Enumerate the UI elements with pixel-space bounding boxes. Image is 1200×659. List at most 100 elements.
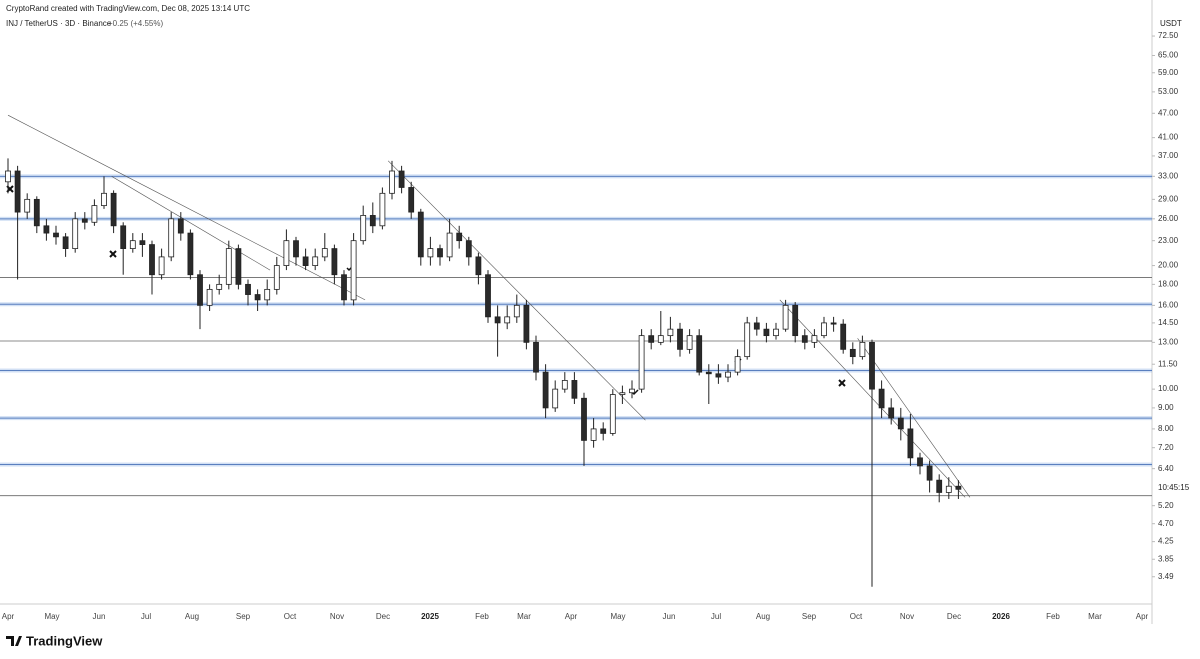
y-tick-label: 13.00: [1158, 337, 1179, 346]
y-tick-label: 59.00: [1158, 68, 1179, 77]
candle-body: [638, 335, 645, 390]
cross-marker: [6, 185, 846, 387]
candle-body: [917, 457, 923, 467]
y-tick-label: 65.00: [1158, 51, 1179, 60]
x-tick-label: 2026: [992, 612, 1010, 621]
candle-body: [936, 479, 943, 493]
candle-body: [792, 304, 799, 337]
candle-body: [206, 288, 213, 306]
candle-body: [782, 304, 789, 330]
candle-body: [72, 218, 79, 249]
x-tick-label: Feb: [475, 612, 489, 621]
candle-body: [273, 265, 280, 290]
x-tick-label: Aug: [185, 612, 199, 621]
candle-body: [494, 316, 501, 324]
y-tick-label: 20.00: [1158, 261, 1179, 270]
x-tick-label: Sep: [236, 612, 251, 621]
candle-body: [561, 380, 568, 390]
candle-body: [341, 274, 347, 301]
candle-body: [24, 198, 31, 213]
candle-body: [773, 328, 779, 337]
candle-body: [475, 256, 482, 276]
currency: USDT: [1160, 19, 1182, 28]
y-tick-label: 3.85: [1158, 554, 1174, 563]
x-tick-label: May: [44, 612, 59, 621]
candle-body: [91, 205, 98, 223]
y-tick-label: 41.00: [1158, 133, 1179, 142]
candle-body: [14, 170, 21, 213]
candle-body: [859, 341, 866, 358]
x-tick-label: Apr: [2, 612, 15, 621]
candle-body: [945, 485, 952, 493]
candle-body: [369, 215, 376, 227]
candle-body: [427, 248, 434, 258]
y-tick-label: 9.00: [1158, 403, 1174, 412]
candle-body: [878, 388, 885, 409]
candle-body: [120, 225, 127, 249]
candle-body: [302, 256, 309, 266]
y-tick-label: 6.40: [1158, 464, 1174, 473]
candle-body: [648, 335, 655, 343]
candle-body: [734, 356, 741, 373]
candle-body: [619, 392, 626, 395]
y-tick-label: 4.70: [1158, 519, 1174, 528]
y-tick-label: 37.00: [1158, 151, 1179, 160]
y-tick-label: 14.50: [1158, 318, 1179, 327]
x-tick-label: Feb: [1046, 612, 1060, 621]
candle-body: [245, 283, 251, 295]
y-tick-label: 5.20: [1158, 501, 1174, 510]
candle-body: [110, 192, 117, 227]
y-tick-label: 47.00: [1158, 108, 1179, 117]
candle-body: [926, 465, 933, 481]
y-tick-label: 29.00: [1158, 194, 1179, 203]
candle-body: [830, 322, 837, 325]
trendline: [857, 338, 971, 498]
candle-body: [379, 192, 386, 227]
candle-body: [907, 428, 914, 459]
candle-body: [5, 170, 11, 183]
candle-body: [33, 198, 40, 227]
candle-body: [129, 240, 136, 249]
change: +0.25 (+4.55%): [108, 19, 163, 28]
y-tick-label: 7.20: [1158, 443, 1174, 452]
candle-body: [513, 304, 520, 318]
candle-body: [869, 341, 875, 390]
candle-body: [677, 328, 683, 350]
candle-body: [657, 335, 664, 343]
candle-body: [187, 232, 194, 276]
candle-body: [609, 394, 616, 434]
candle-body: [523, 304, 530, 343]
candle-body: [408, 187, 415, 213]
trendline: [387, 160, 646, 421]
candle-body: [53, 232, 59, 238]
credit: CryptoRand created with TradingView.com,…: [6, 4, 250, 13]
y-tick-label: 4.25: [1158, 537, 1174, 546]
candle-body: [293, 240, 299, 258]
candle-body: [571, 380, 578, 399]
candle-body: [139, 240, 146, 245]
candle-body: [763, 328, 770, 337]
candle-body: [360, 215, 367, 242]
candle-body: [321, 248, 328, 258]
candle-body: [81, 218, 88, 223]
candle-body: [667, 328, 674, 337]
candle-body: [465, 240, 472, 258]
candle-body: [581, 397, 587, 441]
x-tick-label: Aug: [756, 612, 770, 621]
y-tick-label: 3.49: [1158, 572, 1174, 581]
y-tick-label: 26.00: [1158, 214, 1179, 223]
x-tick-label: Apr: [565, 612, 578, 621]
x-tick-label: Jul: [141, 612, 151, 621]
x-tick-label: Jul: [711, 612, 721, 621]
candle-body: [235, 248, 242, 285]
candle-body: [811, 335, 818, 343]
x-tick-label: Mar: [517, 612, 531, 621]
candle-body: [149, 244, 155, 276]
candle-body: [417, 211, 424, 258]
y-tick-label: 8.00: [1158, 424, 1174, 433]
y-tick-label: 33.00: [1158, 171, 1179, 180]
candle-body: [821, 322, 827, 337]
candle-body: [446, 232, 453, 258]
